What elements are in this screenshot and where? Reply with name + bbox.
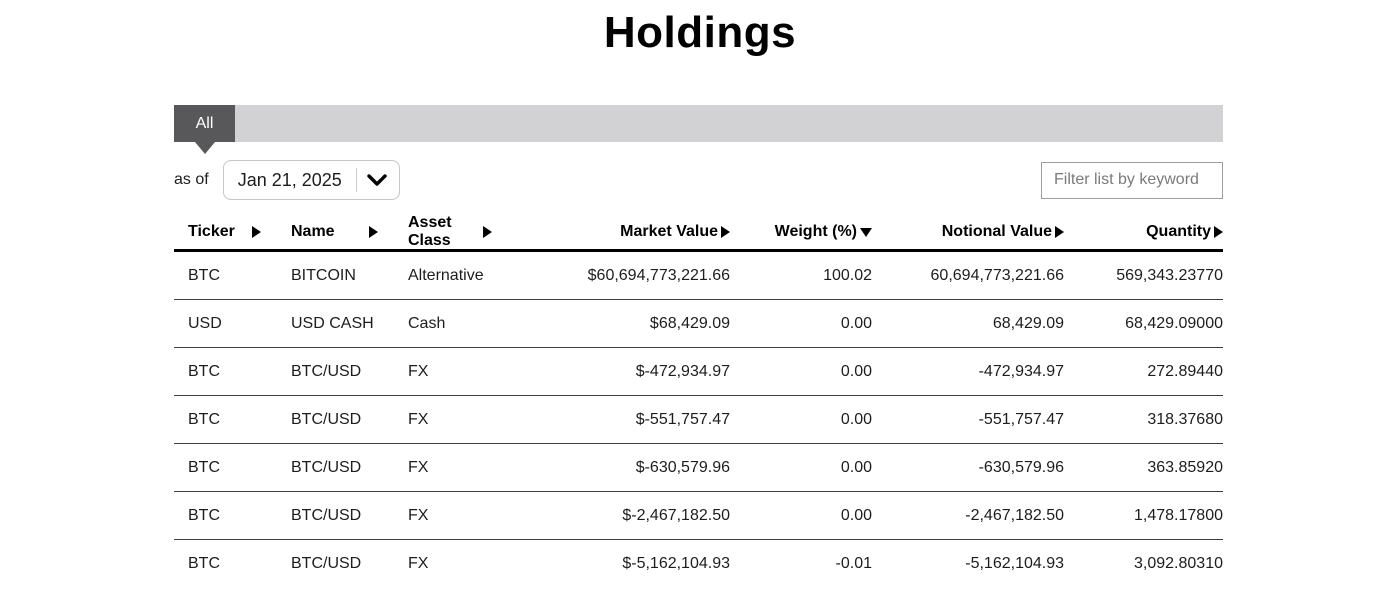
column-header-quantity[interactable]: Quantity xyxy=(1064,214,1223,250)
cell-market-value: $-472,934.97 xyxy=(635,362,730,380)
cell-market-value: $-551,757.47 xyxy=(635,410,730,428)
cell-name: USD CASH xyxy=(291,314,374,332)
cell-ticker: BTC xyxy=(188,506,220,524)
column-header-market-value[interactable]: Market Value xyxy=(508,214,730,250)
table-controls: as of Jan 21, 2025 xyxy=(174,160,1223,200)
tab-all-label: All xyxy=(195,114,214,132)
cell-quantity: 68,429.09000 xyxy=(1125,314,1223,332)
cell-notional-value: -2,467,182.50 xyxy=(965,506,1064,524)
cell-ticker: BTC xyxy=(188,555,220,572)
cell-notional-value: 68,429.09 xyxy=(992,314,1064,332)
cell-name: BITCOIN xyxy=(291,266,356,284)
table-row: BTC BITCOIN Alternative $60,694,773,221.… xyxy=(174,252,1223,300)
cell-market-value: $68,429.09 xyxy=(649,314,730,332)
sort-unsorted-icon xyxy=(1055,226,1064,238)
column-header-notional-value[interactable]: Notional Value xyxy=(872,214,1064,250)
cell-quantity: 1,478.17800 xyxy=(1134,506,1223,524)
cell-notional-value: 60,694,773,221.66 xyxy=(930,266,1064,284)
table-row: BTC BTC/USD FX $-2,467,182.50 0.00 -2,46… xyxy=(174,492,1223,540)
cell-quantity: 363.85920 xyxy=(1147,458,1223,476)
column-header-name[interactable]: Name xyxy=(277,214,394,250)
cell-name: BTC/USD xyxy=(291,506,362,524)
cell-weight: 0.00 xyxy=(840,506,872,524)
cell-asset-class: Alternative xyxy=(408,266,484,284)
cell-quantity: 569,343.23770 xyxy=(1116,266,1223,284)
table-row: BTC BTC/USD FX $-472,934.97 0.00 -472,93… xyxy=(174,348,1223,396)
holdings-table: Ticker Name Asset Class Market Value Wei… xyxy=(174,214,1223,588)
cell-notional-value: -551,757.47 xyxy=(978,410,1064,428)
chevron-down-icon xyxy=(367,174,387,186)
sort-unsorted-icon xyxy=(483,226,492,238)
sort-unsorted-icon xyxy=(721,226,730,238)
cell-quantity: 3,092.80310 xyxy=(1134,555,1223,572)
table-row: BTC BTC/USD FX $-630,579.96 0.00 -630,57… xyxy=(174,444,1223,492)
cell-ticker: BTC xyxy=(188,362,220,380)
cell-name: BTC/USD xyxy=(291,458,362,476)
tab-bar: All xyxy=(174,105,1223,154)
table-row: BTC BTC/USD FX $-5,162,104.93 -0.01 -5,1… xyxy=(174,540,1223,588)
table-header-row: Ticker Name Asset Class Market Value Wei… xyxy=(174,214,1223,252)
cell-notional-value: -630,579.96 xyxy=(978,458,1064,476)
cell-weight: -0.01 xyxy=(835,555,872,572)
sort-unsorted-icon xyxy=(252,226,261,238)
column-header-asset-class[interactable]: Asset Class xyxy=(394,214,508,250)
cell-ticker: BTC xyxy=(188,410,220,428)
cell-quantity: 272.89440 xyxy=(1147,362,1223,380)
as-of-date-value: Jan 21, 2025 xyxy=(237,169,342,190)
date-select-divider xyxy=(355,168,357,192)
cell-weight: 0.00 xyxy=(840,314,872,332)
active-tab-pointer-icon xyxy=(194,142,215,154)
cell-name: BTC/USD xyxy=(291,555,362,572)
cell-market-value: $-5,162,104.93 xyxy=(622,555,730,572)
sort-descending-icon xyxy=(860,227,872,237)
tab-all[interactable]: All xyxy=(174,105,235,154)
cell-weight: 0.00 xyxy=(840,410,872,428)
cell-name: BTC/USD xyxy=(291,362,362,380)
table-body: BTC BITCOIN Alternative $60,694,773,221.… xyxy=(174,252,1223,588)
cell-asset-class: Cash xyxy=(408,314,446,332)
cell-ticker: BTC xyxy=(188,266,220,284)
page-title: Holdings xyxy=(603,8,797,57)
table-row: USD USD CASH Cash $68,429.09 0.00 68,429… xyxy=(174,300,1223,348)
cell-ticker: BTC xyxy=(188,458,220,476)
as-of-label: as of xyxy=(174,171,209,188)
cell-asset-class: FX xyxy=(408,506,429,524)
filter-wrap xyxy=(1041,161,1223,199)
holdings-section: All as of Jan 21, 2025 Ticker Name xyxy=(174,105,1223,588)
cell-asset-class: FX xyxy=(408,555,429,572)
cell-market-value: $-2,467,182.50 xyxy=(622,506,730,524)
cell-weight: 100.02 xyxy=(823,266,872,284)
cell-quantity: 318.37680 xyxy=(1147,410,1223,428)
sort-unsorted-icon xyxy=(369,226,378,238)
cell-ticker: USD xyxy=(188,314,222,332)
cell-notional-value: -472,934.97 xyxy=(978,362,1064,380)
cell-weight: 0.00 xyxy=(840,458,872,476)
cell-notional-value: -5,162,104.93 xyxy=(965,555,1064,572)
cell-name: BTC/USD xyxy=(291,410,362,428)
cell-market-value: $60,694,773,221.66 xyxy=(587,266,730,284)
cell-asset-class: FX xyxy=(408,410,429,428)
as-of-date-select[interactable]: Jan 21, 2025 xyxy=(222,160,400,200)
sort-unsorted-icon xyxy=(1214,226,1223,238)
table-row: BTC BTC/USD FX $-551,757.47 0.00 -551,75… xyxy=(174,396,1223,444)
cell-asset-class: FX xyxy=(408,362,429,380)
filter-keyword-input[interactable] xyxy=(1041,161,1223,199)
cell-weight: 0.00 xyxy=(840,362,872,380)
cell-asset-class: FX xyxy=(408,458,429,476)
column-header-weight[interactable]: Weight (%) xyxy=(730,214,872,250)
cell-market-value: $-630,579.96 xyxy=(635,458,730,476)
column-header-ticker[interactable]: Ticker xyxy=(174,214,277,250)
